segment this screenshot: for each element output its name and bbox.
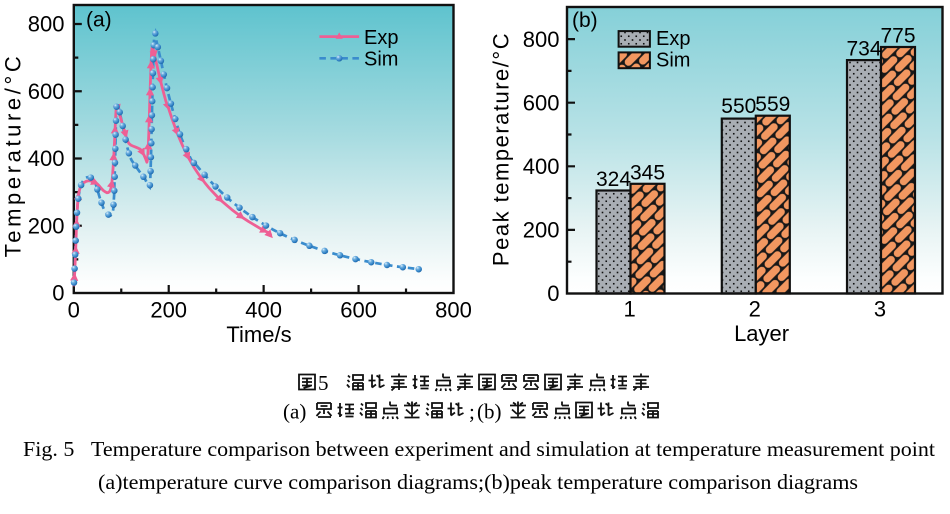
svg-text:734: 734	[846, 38, 881, 61]
svg-text:600: 600	[28, 79, 65, 104]
svg-text:800: 800	[28, 12, 65, 37]
svg-text:400: 400	[245, 298, 282, 323]
svg-text:5: 5	[318, 371, 329, 395]
svg-text:200: 200	[523, 218, 560, 243]
svg-text:;: ;	[469, 400, 475, 424]
svg-text:Sim: Sim	[364, 49, 398, 71]
svg-text:Peak temperature/°C: Peak temperature/°C	[489, 32, 514, 266]
svg-text:800: 800	[435, 298, 472, 323]
svg-text:2: 2	[749, 297, 761, 322]
svg-text:Time/s: Time/s	[226, 322, 291, 347]
svg-text:(b): (b)	[477, 400, 502, 424]
svg-text:Fig. 5 Temperature compariso: Fig. 5 Temperature comparison between ex…	[23, 437, 935, 461]
svg-text:400: 400	[28, 146, 65, 171]
svg-text:(a): (a)	[86, 9, 112, 32]
svg-text:600: 600	[523, 90, 560, 115]
svg-text:(a): (a)	[283, 400, 306, 424]
svg-text:Exp: Exp	[656, 28, 690, 50]
svg-text:559: 559	[755, 93, 790, 116]
svg-text:(b): (b)	[572, 9, 598, 32]
svg-text:Sim: Sim	[656, 50, 690, 72]
svg-text:200: 200	[28, 213, 65, 238]
svg-text:550: 550	[721, 95, 756, 118]
svg-text:(a)temperature curve compariso: (a)temperature curve comparison diagrams…	[98, 470, 858, 494]
svg-text:1: 1	[623, 297, 635, 322]
svg-text:775: 775	[880, 25, 915, 48]
svg-text:0: 0	[68, 298, 80, 323]
svg-text:Layer: Layer	[734, 321, 789, 346]
svg-text:324: 324	[596, 168, 631, 191]
svg-text:345: 345	[630, 161, 665, 184]
svg-text:0: 0	[52, 281, 64, 306]
svg-text:Exp: Exp	[364, 27, 398, 49]
svg-text:0: 0	[547, 281, 559, 306]
svg-text:600: 600	[340, 298, 377, 323]
svg-text:3: 3	[874, 297, 886, 322]
svg-text:200: 200	[150, 298, 187, 323]
svg-text:800: 800	[523, 27, 560, 52]
svg-text:400: 400	[523, 154, 560, 179]
svg-text:Temperature/°C: Temperature/°C	[0, 53, 25, 258]
